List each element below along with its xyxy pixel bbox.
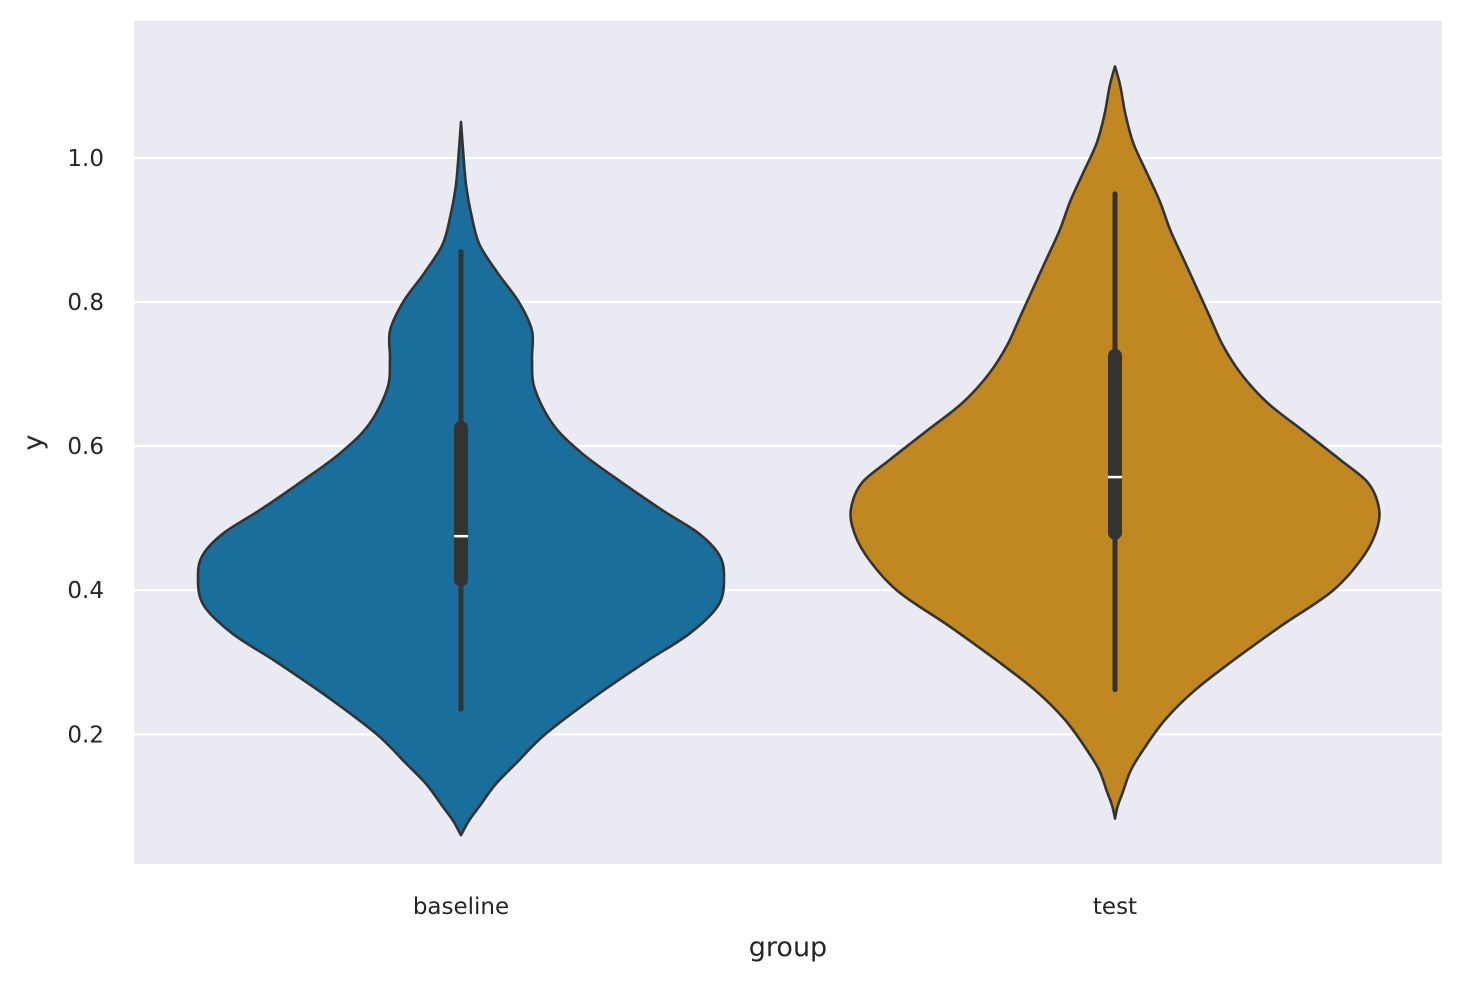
x-axis-label: group bbox=[749, 932, 827, 963]
y-tick-label: 0.4 bbox=[67, 578, 104, 604]
iqr-box bbox=[1108, 348, 1122, 540]
y-tick-label: 0.6 bbox=[67, 434, 104, 460]
violin-baseline bbox=[196, 120, 726, 837]
y-axis-label: y bbox=[18, 434, 49, 450]
violin-test bbox=[849, 65, 1381, 820]
violin-layer bbox=[196, 65, 1381, 837]
iqr-box bbox=[454, 420, 468, 587]
y-tick-label: 0.8 bbox=[67, 290, 104, 316]
tick-layer: 0.2 0.4 0.6 0.8 1.0 baseline test bbox=[67, 146, 1137, 920]
y-tick-label: 1.0 bbox=[67, 146, 104, 172]
y-tick-label: 0.2 bbox=[67, 722, 104, 748]
x-tick-label: baseline bbox=[413, 894, 509, 920]
x-tick-label: test bbox=[1093, 894, 1137, 920]
